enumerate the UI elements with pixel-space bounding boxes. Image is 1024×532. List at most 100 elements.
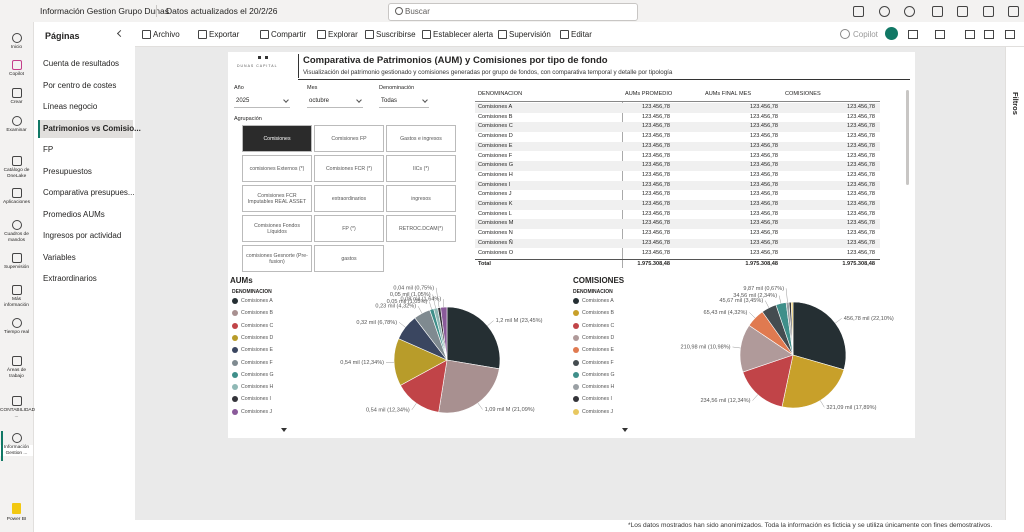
- filter-button[interactable]: Comisiones FCR (*): [314, 155, 384, 182]
- page-item[interactable]: Por centro de costes: [43, 80, 117, 90]
- toolbar-button[interactable]: Editar: [571, 30, 592, 39]
- rail-label[interactable]: Catálogo de OneLake: [3, 168, 30, 179]
- legend-label: Comisiones C: [582, 322, 615, 329]
- table-cell: Comisiones E: [478, 142, 513, 149]
- copilot-button[interactable]: Copilot: [853, 30, 878, 39]
- table-cell: 123.456,78: [642, 220, 670, 227]
- pages-title: Páginas: [45, 31, 80, 41]
- page-item[interactable]: Variables: [43, 252, 76, 262]
- slicer-box[interactable]: [234, 95, 290, 108]
- search-box[interactable]: [388, 3, 638, 21]
- rail-label[interactable]: Más información: [4, 297, 29, 308]
- rail-label[interactable]: Áreas de trabajo: [6, 368, 27, 379]
- filter-button[interactable]: ingresos: [386, 185, 456, 212]
- top-icon[interactable]: [1008, 6, 1019, 17]
- toolbar-icon[interactable]: [984, 30, 994, 39]
- top-icon[interactable]: [853, 6, 864, 17]
- rail-label[interactable]: Información Gestion ...: [0, 445, 33, 456]
- rail-label[interactable]: Crear: [10, 100, 23, 105]
- table-row-bg: [475, 122, 880, 133]
- table-cell: 123.456,78: [750, 123, 778, 130]
- toolbar-button[interactable]: Establecer alerta: [433, 30, 494, 39]
- toolbar-button[interactable]: Archivo: [153, 30, 180, 39]
- toolbar-icon[interactable]: [935, 30, 945, 39]
- rail-label[interactable]: CONTABILIDAD ...: [0, 408, 36, 419]
- rail-icon[interactable]: [12, 220, 22, 230]
- toolbar-button[interactable]: Exportar: [209, 30, 240, 39]
- page-item[interactable]: Patrimonios vs Comisio...: [43, 123, 141, 133]
- rail-icon[interactable]: [12, 318, 22, 328]
- slicer-box[interactable]: [307, 95, 363, 108]
- filter-button[interactable]: Comisiones FP: [314, 125, 384, 152]
- rail-label[interactable]: Tiempo real: [3, 330, 30, 335]
- legend-more[interactable]: [281, 428, 287, 432]
- table-cell: 123.456,78: [642, 230, 670, 237]
- rail-icon[interactable]: [12, 88, 22, 98]
- toolbar-icon[interactable]: [1005, 30, 1015, 39]
- toolbar-icon[interactable]: [965, 30, 975, 39]
- toolbar-button[interactable]: Supervisión: [509, 30, 551, 39]
- filter-button[interactable]: RETROC.DCAM(*): [386, 215, 456, 242]
- page-item[interactable]: Ingresos por actividad: [43, 231, 122, 240]
- rail-icon[interactable]: [12, 285, 22, 295]
- top-icon[interactable]: [957, 6, 968, 17]
- rail-label[interactable]: Supervisión: [3, 265, 30, 270]
- table-cell: 123.456,78: [847, 181, 875, 188]
- filter-button[interactable]: Comisiones Fondos Líquidos: [242, 215, 312, 242]
- page-item[interactable]: FP: [43, 145, 54, 154]
- page-item[interactable]: Cuenta de resultados: [43, 59, 120, 68]
- toolbar-button[interactable]: Explorar: [328, 30, 358, 39]
- rail-icon[interactable]: [12, 33, 22, 43]
- rail-label[interactable]: Aplicaciones: [3, 200, 30, 205]
- updated[interactable]: Datos actualizados el 20/2/26: [166, 6, 278, 16]
- rail-icon[interactable]: [12, 433, 22, 443]
- rail-label[interactable]: Cuadros de mandos: [4, 232, 29, 243]
- rail-icon[interactable]: [12, 356, 22, 366]
- filter-button[interactable]: IICs (*): [386, 155, 456, 182]
- toolbar-button[interactable]: Compartir: [271, 30, 307, 39]
- rail-label[interactable]: Power BI: [6, 517, 27, 522]
- rail-icon[interactable]: [12, 396, 22, 406]
- powerbi-icon[interactable]: [12, 503, 21, 514]
- toolbar-icon[interactable]: [908, 30, 918, 39]
- filters-label[interactable]: Filtros: [1011, 92, 1020, 115]
- legend-swatch: [232, 298, 238, 304]
- page-item[interactable]: Líneas negocio: [43, 102, 98, 111]
- data-label: 1,2 mil M (23,45%): [496, 318, 543, 324]
- rail-icon[interactable]: [12, 188, 22, 198]
- table-cell: 123.456,78: [750, 152, 778, 159]
- top-icon[interactable]: [932, 6, 943, 17]
- filter-button[interactable]: gastos: [314, 245, 384, 272]
- legend-swatch: [232, 322, 238, 329]
- legend-more[interactable]: [622, 428, 628, 432]
- filter-button[interactable]: FP (*): [314, 215, 384, 242]
- filter-button[interactable]: Gastos e ingresos: [386, 125, 456, 152]
- table-cell: 123.456,78: [847, 113, 875, 120]
- page-item[interactable]: Promedios AUMs: [43, 209, 105, 219]
- top-icon[interactable]: [983, 6, 994, 17]
- toolbar-icon: [498, 30, 507, 39]
- page-item[interactable]: Comparativa presupues...: [43, 188, 135, 197]
- page-item[interactable]: Extraordinarios: [43, 274, 97, 283]
- rail-label[interactable]: Inicio: [10, 45, 23, 50]
- reset-button[interactable]: [885, 27, 898, 40]
- slicer-value: 2025: [236, 98, 250, 104]
- rail-icon[interactable]: [12, 116, 22, 126]
- app-name[interactable]: Información Gestion Grupo Dunas: [40, 6, 169, 16]
- top-icon[interactable]: [879, 6, 890, 17]
- filter-button[interactable]: comisiones Externos (*): [242, 155, 312, 182]
- top-icon[interactable]: [904, 6, 915, 17]
- filter-button[interactable]: Comisiones FCR Imputables REAL ASSET: [242, 185, 312, 212]
- slicer-box[interactable]: [379, 95, 429, 108]
- filter-button[interactable]: comisiones Gesnorte (Pre-fusion): [242, 245, 312, 272]
- rail-label[interactable]: Examinar: [6, 128, 27, 133]
- logo-mark: [258, 56, 261, 59]
- rail-icon[interactable]: [12, 60, 22, 70]
- filter-button[interactable]: extraordinarios: [314, 185, 384, 212]
- page-item[interactable]: Presupuestos: [43, 166, 92, 176]
- rail-icon[interactable]: [12, 156, 22, 166]
- rail-label[interactable]: Copilot: [9, 72, 24, 77]
- filter-button[interactable]: Comisiones: [242, 125, 312, 152]
- toolbar-button[interactable]: Suscribirse: [376, 30, 416, 39]
- rail-icon[interactable]: [12, 253, 22, 263]
